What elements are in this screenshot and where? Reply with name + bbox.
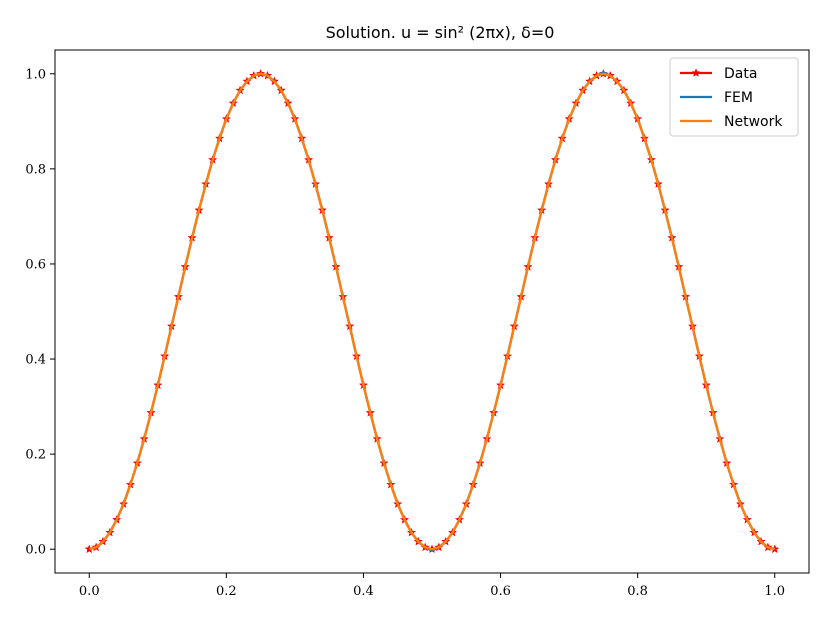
legend-marker	[691, 68, 701, 77]
legend-label: Network	[724, 114, 783, 130]
x-axis: 0.0 0.2 0.4 0.6 0.8 1.0	[79, 573, 785, 599]
y-tick-label: 0.0	[25, 543, 46, 558]
x-tick-label: 0.8	[627, 584, 648, 599]
x-tick-label: 1.0	[764, 584, 785, 599]
y-axis: 0.0 0.2 0.4 0.6 0.8 1.0	[25, 67, 55, 558]
y-tick-label: 0.8	[25, 162, 46, 177]
legend-label: Data	[724, 66, 757, 82]
x-tick-label: 0.2	[216, 584, 237, 599]
legend: Data FEM Network	[669, 57, 799, 137]
chart-title: Solution. u = sin² (2πx), δ=0	[326, 23, 555, 42]
legend-label: FEM	[724, 90, 753, 106]
legend-box	[669, 57, 799, 137]
series-line-fem	[88, 71, 776, 552]
x-tick-label: 0.0	[79, 584, 100, 599]
y-tick-label: 0.4	[25, 353, 46, 368]
y-tick-label: 0.2	[25, 448, 46, 463]
series-layer	[84, 68, 780, 554]
x-tick-label: 0.6	[490, 584, 511, 599]
plot-area-frame	[54, 49, 810, 574]
y-tick-label: 0.6	[25, 257, 46, 272]
series-line-network	[88, 72, 776, 551]
y-tick-label: 1.0	[25, 67, 46, 82]
x-tick-label: 0.4	[353, 584, 374, 599]
series-line-data	[89, 72, 775, 551]
